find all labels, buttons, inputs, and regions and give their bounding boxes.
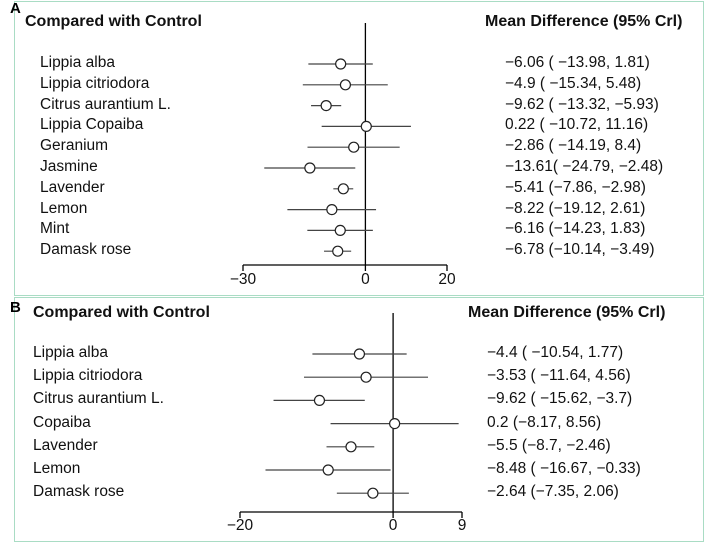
- panel-b-letter: B: [10, 299, 21, 316]
- panel-a-row-label: Lemon: [40, 199, 88, 217]
- panel-a-row-label: Lippia Copaiba: [40, 116, 144, 134]
- panel-a-row-mean-difference: −8.22 (−19.12, 2.61): [505, 199, 646, 217]
- panel-b-point-estimate: [345, 441, 357, 453]
- panel-a-header-right: Mean Difference (95% Crl): [485, 13, 683, 30]
- panel-b-header-left: Compared with Control: [33, 304, 210, 321]
- panel-a-row-mean-difference: −2.86 ( −14.19, 8.4): [505, 137, 642, 155]
- panel-a-row-mean-difference: −6.06 ( −13.98, 1.81): [505, 54, 650, 71]
- panel-b-point-estimate: [322, 464, 334, 476]
- panel-b-row-label: Damask rose: [33, 483, 125, 501]
- panel-a-point-estimate: [348, 141, 360, 153]
- panel-b-row-mean-difference: −4.4 ( −10.54, 1.77): [487, 344, 624, 361]
- panel-a-row-mean-difference: 0.22 ( −10.72, 11.16): [505, 116, 649, 134]
- panel-b-frame: [14, 297, 704, 542]
- panel-b-tick-label: −20: [226, 517, 254, 534]
- panel-b-row-label: Copaiba: [33, 413, 91, 431]
- panel-b-point-estimate: [360, 371, 372, 383]
- panel-a-row-mean-difference: −6.78 (−10.14, −3.49): [505, 241, 655, 259]
- panel-b-row-mean-difference: −3.53 ( −11.64, 4.56): [487, 367, 631, 385]
- panel-a-row-label: Mint: [40, 220, 70, 238]
- panel-a-row-label: Geranium: [40, 137, 109, 155]
- panel-b-header-right: Mean Difference (95% Crl): [468, 304, 666, 321]
- panel-b-row-label: Lemon: [33, 460, 81, 477]
- panel-a-point-estimate: [326, 204, 338, 216]
- panel-b-row-mean-difference: −8.48 ( −16.67, −0.33): [487, 460, 641, 477]
- panel-b-row-mean-difference: −2.64 (−7.35, 2.06): [487, 483, 619, 501]
- panel-a-row-mean-difference: −4.9 ( −15.34, 5.48): [505, 74, 642, 92]
- panel-b-row-label: Citrus aurantium L.: [33, 390, 164, 408]
- panel-a-header-left: Compared with Control: [25, 13, 202, 30]
- panel-a-row-label: Citrus aurantium L.: [40, 95, 171, 113]
- panel-b-tick-label: 9: [457, 517, 467, 534]
- panel-a-row-label: Damask rose: [40, 241, 132, 259]
- panel-a-row-mean-difference: −9.62 ( −13.32, −5.93): [505, 95, 659, 113]
- panel-b-row-label: Lavender: [33, 436, 98, 454]
- panel-b-row-label: Lippia alba: [33, 344, 108, 361]
- panel-a-letter: A: [10, 0, 21, 17]
- panel-b-point-estimate: [313, 394, 326, 406]
- panel-a-point-estimate: [304, 162, 316, 174]
- panel-a-row-label: Lavender: [40, 178, 105, 196]
- panel-a-row-mean-difference: −6.16 (−14.23, 1.83): [505, 220, 646, 238]
- panel-b-point-estimate: [367, 487, 379, 499]
- panel-a-point-estimate: [337, 183, 349, 195]
- panel-b-row-mean-difference: −9.62 ( −15.62, −3.7): [487, 390, 633, 408]
- panel-a-point-estimate: [332, 245, 344, 257]
- panel-a-row-label: Lippia citriodora: [40, 74, 150, 92]
- panel-a-point-estimate: [320, 99, 332, 112]
- panel-a-row-label: Jasmine: [40, 158, 98, 175]
- panel-b-point-estimate: [389, 418, 401, 430]
- panel-a-tick-label: 20: [438, 271, 456, 288]
- panel-a-point-estimate: [334, 224, 346, 236]
- panel-a-point-estimate: [335, 58, 347, 70]
- panel-b-row-mean-difference: 0.2 (−8.17, 8.56): [487, 413, 602, 431]
- panel-a-tick-label: 0: [361, 271, 370, 288]
- panel-b-tick-label: 0: [388, 517, 398, 534]
- panel-a-row-label: Lippia alba: [40, 54, 115, 71]
- panel-a-tick-label: −30: [229, 271, 257, 288]
- panel-a-point-estimate: [360, 120, 372, 133]
- panel-b-row-label: Lippia citriodora: [33, 367, 143, 385]
- panel-b-point-estimate: [353, 348, 366, 360]
- panel-a-row-mean-difference: −5.41 (−7.86, −2.98): [505, 178, 646, 196]
- panel-a-row-mean-difference: −13.61( −24.79, −2.48): [505, 158, 664, 175]
- panel-a-point-estimate: [339, 79, 352, 91]
- panel-b-row-mean-difference: −5.5 (−8.7, −2.46): [487, 436, 611, 454]
